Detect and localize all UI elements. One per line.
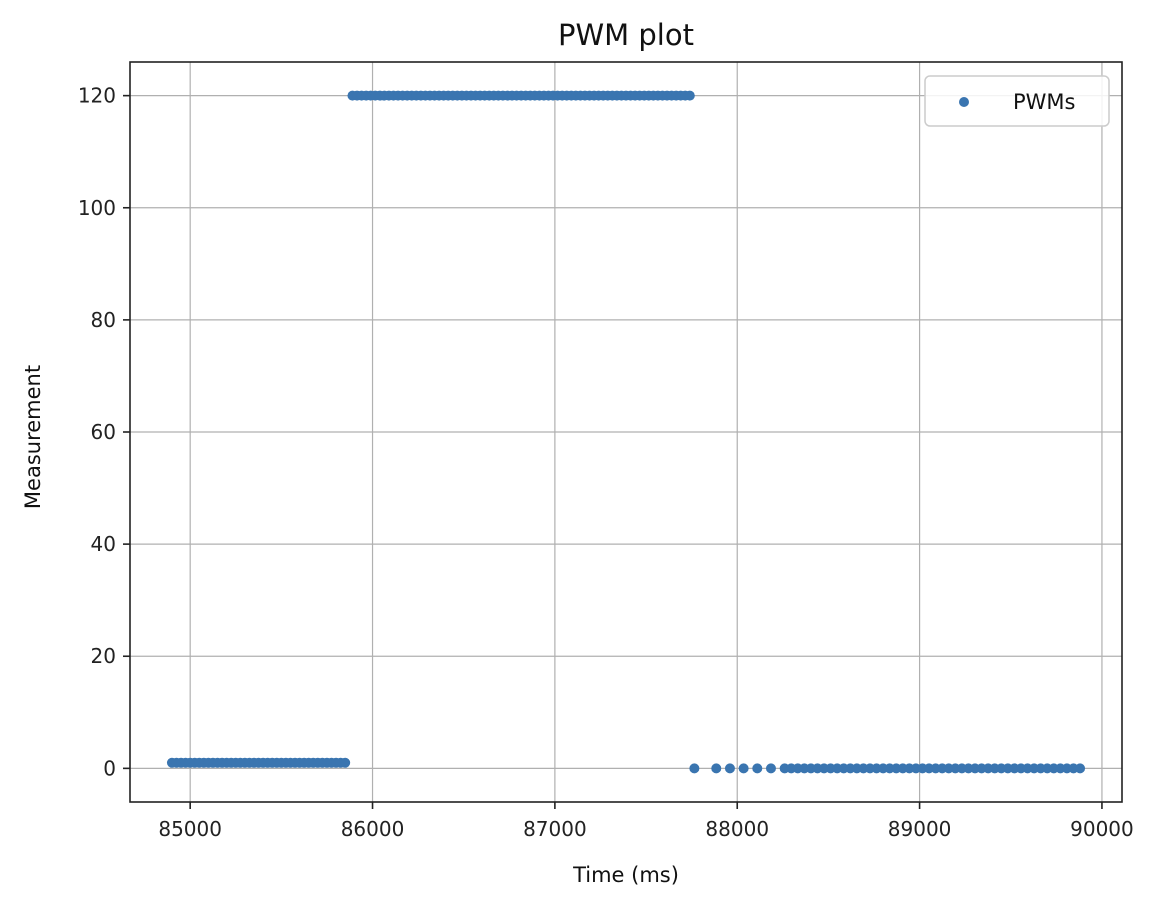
y-tick-label: 120 xyxy=(78,84,116,108)
data-point xyxy=(684,90,695,101)
x-tick-label: 88000 xyxy=(705,817,769,841)
data-point xyxy=(689,763,700,774)
grid-layer xyxy=(130,62,1122,802)
y-tick-label: 100 xyxy=(78,196,116,220)
y-tick-label: 0 xyxy=(103,756,116,780)
x-tick-label: 85000 xyxy=(158,817,222,841)
data-point xyxy=(765,763,776,774)
y-tick-label: 60 xyxy=(91,420,116,444)
x-tick-label: 86000 xyxy=(341,817,405,841)
chart-title: PWM plot xyxy=(558,18,694,52)
data-point xyxy=(340,757,351,768)
x-tick-label: 87000 xyxy=(523,817,587,841)
y-axis-title: Measurement xyxy=(21,365,45,509)
data-point xyxy=(1075,763,1086,774)
legend-label-pwms: PWMs xyxy=(1013,90,1076,114)
data-point xyxy=(711,763,722,774)
data-point xyxy=(752,763,763,774)
x-axis-title: Time (ms) xyxy=(572,863,679,887)
y-tick-label: 20 xyxy=(91,644,116,668)
data-point xyxy=(738,763,749,774)
y-tick-label: 80 xyxy=(91,308,116,332)
legend: PWMs xyxy=(924,75,1110,127)
x-tick-label: 90000 xyxy=(1070,817,1134,841)
data-point xyxy=(724,763,735,774)
tick-layer: 85000 86000 87000 88000 89000 90000 0 20 40 60 80 1… xyxy=(78,84,1134,841)
x-tick-label: 89000 xyxy=(888,817,952,841)
data-layer xyxy=(166,90,1086,774)
y-tick-label: 40 xyxy=(91,532,116,556)
legend-marker-pwms xyxy=(959,97,969,107)
legend-box xyxy=(924,75,1110,127)
